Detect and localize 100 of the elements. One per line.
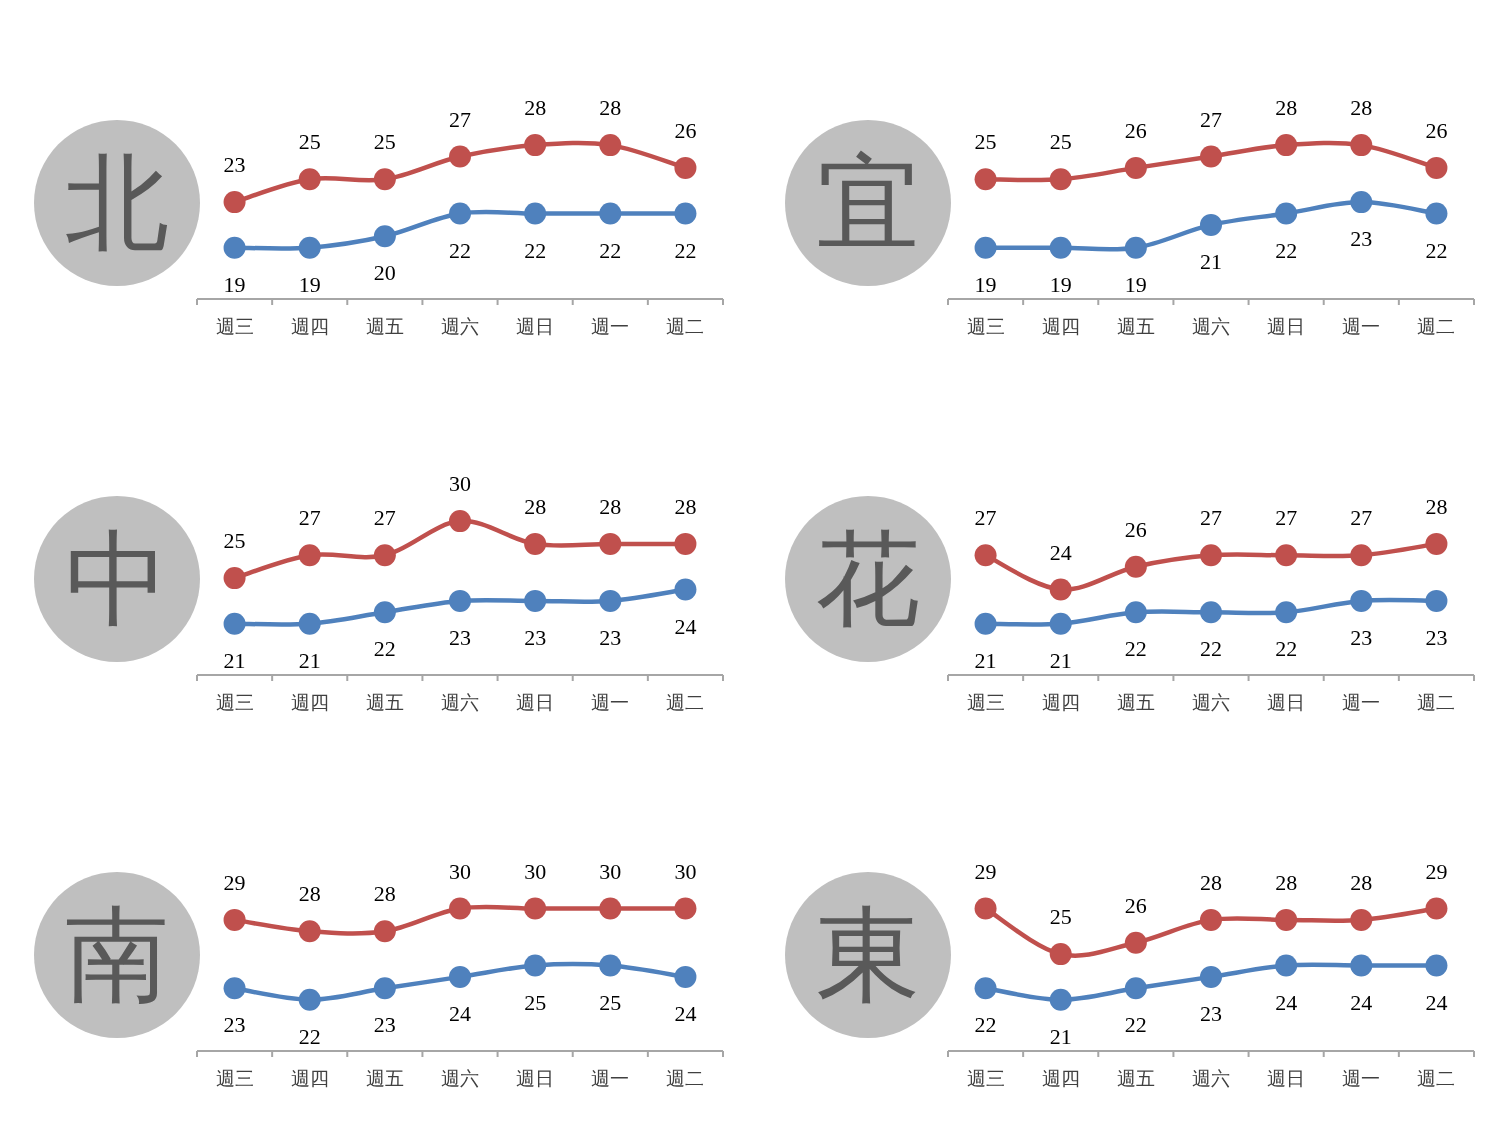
x-tick-label: 週一 [1342,315,1381,337]
point [373,168,396,191]
point [223,908,246,931]
point [449,145,471,168]
x-tick-label: 週三 [966,1067,1005,1089]
data-label: 21 [974,647,997,673]
point [674,532,697,555]
data-label: 25 [974,129,997,155]
data-label: 22 [1275,636,1298,662]
x-tick-label: 週三 [215,1067,254,1089]
data-label: 29 [223,869,246,895]
data-label: 22 [298,1023,321,1049]
x-tick-label: 週三 [966,691,1005,713]
point [599,134,622,157]
point [599,897,622,920]
data-label: 22 [524,237,547,263]
data-label: 22 [674,237,697,263]
data-label: 28 [524,493,547,519]
x-tick-label: 週六 [1192,315,1230,337]
point [1200,145,1222,168]
data-label: 30 [524,858,547,884]
point [599,589,622,612]
point [974,168,997,191]
x-tick-label: 週二 [1417,1067,1456,1089]
x-tick-label: 週四 [1041,1067,1080,1089]
data-label: 22 [449,237,471,263]
data-label: 27 [373,505,396,531]
x-tick-label: 週日 [1267,315,1306,337]
point [524,202,547,225]
data-label: 27 [974,505,997,531]
point [1124,555,1147,578]
data-label: 25 [1049,904,1072,930]
x-tick-label: 週二 [666,315,705,337]
point [1200,213,1222,236]
x-tick-label: 週六 [441,691,479,713]
point [1049,168,1072,191]
point [223,567,246,590]
data-label: 26 [1425,117,1448,143]
point [449,202,471,225]
data-label: 23 [1200,1000,1222,1026]
point [974,236,997,259]
point [1350,191,1373,214]
point [1425,156,1448,179]
data-label: 30 [674,858,697,884]
data-label: 24 [1049,539,1072,565]
chart-title: 中 [65,518,169,640]
data-label: 23 [1350,226,1373,252]
x-tick-label: 週六 [441,315,479,337]
x-tick-label: 週日 [516,691,555,713]
x-tick-label: 週五 [365,691,404,713]
data-label: 23 [1425,624,1448,650]
data-label: 22 [1124,636,1147,662]
x-tick-label: 週四 [290,315,329,337]
data-label: 22 [1124,1012,1147,1038]
data-label: 28 [1350,95,1373,121]
point [1200,544,1222,567]
point [373,977,396,1000]
point [1049,236,1072,259]
x-tick-label: 週三 [215,691,254,713]
x-tick-label: 週日 [516,315,555,337]
data-label: 23 [223,1012,246,1038]
x-tick-label: 週一 [1342,1067,1381,1089]
data-label: 28 [298,881,321,907]
data-label: 23 [1350,624,1373,650]
data-label: 25 [373,129,396,155]
data-label: 26 [1124,117,1147,143]
point [298,168,321,191]
point [223,236,246,259]
x-tick-label: 週四 [1041,315,1080,337]
point [1350,134,1373,157]
x-tick-label: 週六 [1192,691,1230,713]
point [674,897,697,920]
x-tick-label: 週日 [516,1067,555,1089]
point [1049,612,1072,635]
point [1049,578,1072,601]
data-label: 24 [449,1000,471,1026]
x-tick-label: 週二 [1417,691,1456,713]
data-label: 19 [1049,271,1072,297]
point [524,134,547,157]
data-label: 28 [1350,869,1373,895]
chart-title: 宜 [816,142,920,264]
point [1425,954,1448,977]
point [1275,202,1298,225]
point [674,156,697,179]
x-tick-label: 週三 [215,315,254,337]
x-tick-label: 週四 [290,1067,329,1089]
point [1275,601,1298,624]
data-label: 21 [298,647,321,673]
data-label: 19 [298,271,321,297]
x-tick-label: 週二 [666,691,705,713]
data-label: 21 [1049,1023,1072,1049]
point [373,544,396,567]
data-label: 28 [674,493,697,519]
point [1124,601,1147,624]
point [298,544,321,567]
data-label: 27 [1200,505,1222,531]
data-label: 21 [1049,647,1072,673]
point [223,612,246,635]
data-label: 27 [1200,106,1222,132]
data-label: 25 [524,989,547,1015]
